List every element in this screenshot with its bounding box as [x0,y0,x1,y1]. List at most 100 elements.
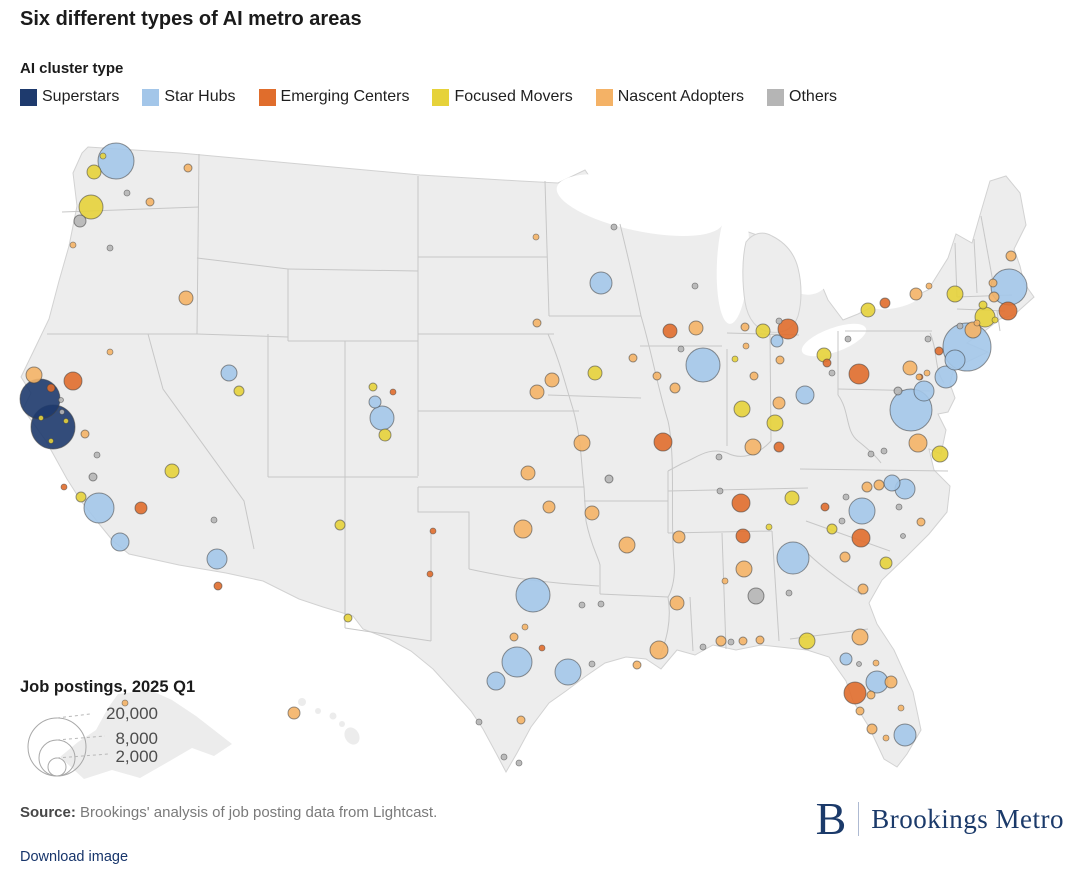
metro-bubble [60,483,68,491]
logo-wordmark: Brookings Metro [871,803,1064,834]
size-scale-leader [56,753,109,759]
source-note: Source: Brookings' analysis of job posti… [20,804,437,821]
hawaii-silhouette [298,698,360,745]
brookings-b-icon: B [815,793,847,844]
state-borders-layer [47,153,1013,657]
metro-bubble [220,364,238,382]
metro-bubble [893,386,903,396]
metro-bubble [59,409,65,415]
metro-bubble [46,383,56,393]
metro-bubble [721,577,729,585]
metro-bubble [628,353,638,363]
metro-bubble [880,447,888,455]
metro-bubble [73,214,87,228]
michigan-silhouette [742,232,802,333]
metro-bubble [58,397,64,403]
metro-bubble [923,369,931,377]
metro-bubble [164,463,180,479]
metro-bubble [80,429,90,439]
metro-bubble [685,347,721,383]
metro-bubble [946,285,964,303]
metro-bubble [934,365,958,389]
metro-bubble [233,385,245,397]
metro-bubble [755,323,771,339]
metro-bubble [78,194,104,220]
metro-bubble [368,382,378,392]
metro-bubble [777,318,799,340]
legend-swatch-icon [767,88,785,106]
metro-bubble [93,451,101,459]
size-legend-circles [27,713,109,777]
source-label: Source: [20,804,76,821]
metro-bubble [486,671,506,691]
page-title: Six different types of AI metro areas [20,8,362,30]
metro-bubble [500,753,508,761]
metro-bubble [210,516,218,524]
metro-bubble [691,282,699,290]
legend-item-others: Others [767,88,837,106]
metro-bubble [770,334,784,348]
metro-bubble [538,644,546,652]
metro-bubble [48,438,54,444]
metro-bubble [632,660,642,670]
metro-bubble [715,635,727,647]
alaska-silhouette [60,690,232,779]
legend-item-star-hubs: Star Hubs [142,88,236,106]
metro-bubble [998,301,1018,321]
metro-bubble [873,479,885,491]
metro-bubble [731,355,739,363]
cluster-legend-title: AI cluster type [20,60,124,77]
metro-bubble [121,699,129,707]
metro-bubble [672,530,686,544]
metro-bubble [429,527,437,535]
metro-bubble [867,450,875,458]
metro-bubble [389,388,397,396]
metro-bubble [334,519,346,531]
metro-bubble [915,373,923,381]
metro-bubble [38,415,44,421]
metro-bubble [866,690,876,700]
metro-bubble [828,369,836,377]
metro-bubble [532,233,540,241]
metro-bubble [652,371,662,381]
metro-bubble [851,528,871,548]
metro-bubble [908,433,928,453]
legend-label: Star Hubs [164,88,236,105]
metro-bubble [775,355,785,365]
metro-bubble [765,523,773,531]
cluster-legend: Superstars Star Hubs Emerging Centers Focus… [20,88,837,106]
metro-bubble [83,492,115,524]
metro-bubble [544,372,560,388]
metro-bubble [991,316,999,324]
size-legend-value: 20,000 [106,704,158,723]
metro-bubble [521,623,529,631]
metro-bubble [426,570,434,578]
metro-bubble [848,497,876,525]
metro-bubble [776,541,810,575]
metro-bubble [1005,250,1017,262]
metro-bubble [653,432,673,452]
metro-bubble [287,706,301,720]
metro-bubble [183,163,193,173]
metro-bubble [839,551,851,563]
metro-bubble [134,501,148,515]
metro-bubble [97,142,135,180]
download-image-link[interactable]: Download image [20,849,129,865]
metro-bubble [988,291,1000,303]
metro-bubble [784,490,800,506]
metro-bubble [688,320,704,336]
metro-bubble [988,278,998,288]
metro-bubble [785,589,793,597]
metro-bubble [669,382,681,394]
metro-bubble [715,453,723,461]
metro-bubble [895,503,903,511]
metro-bubble [677,345,685,353]
metro-bubble [742,342,750,350]
metro-bubble [844,335,852,343]
metro-bubble [554,658,582,686]
metro-bubble [749,371,759,381]
legend-label: Others [789,88,838,105]
metro-bubble [798,632,816,650]
